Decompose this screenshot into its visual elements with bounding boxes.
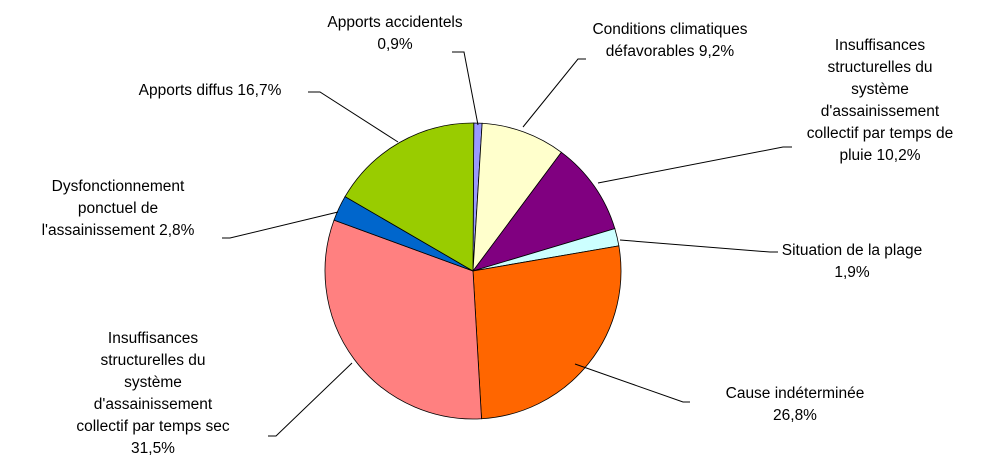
slice-label-line: l'assainissement 2,8%: [42, 222, 195, 239]
slice-label-line: système: [851, 81, 909, 98]
leader-line-8: [308, 91, 399, 143]
slice-label-line: 31,5%: [131, 440, 175, 457]
slice-label-line: structurelles du: [827, 59, 932, 76]
slice-label-5: Cause indéterminée 26,8%: [726, 385, 865, 424]
pie-slice-6: [324, 219, 482, 420]
pie-slice-2: [472, 122, 562, 273]
slice-label-1: Apports accidentels 0,9%: [327, 14, 463, 53]
leader-lines: [222, 51, 792, 437]
slice-label-line: 26,8%: [773, 407, 817, 424]
leader-line-3: [597, 146, 792, 184]
slice-label-8: Apports diffus 16,7%: [139, 82, 282, 99]
slice-label-7: Dysfonctionnement ponctuel de l'assainisse…: [42, 178, 195, 239]
slice-label-3: Insuffisances structurelles du système d'as…: [807, 37, 953, 164]
leader-line-7: [222, 211, 339, 239]
slice-label-line: 0,9%: [377, 36, 413, 53]
pie-slice-5: [472, 245, 622, 420]
slice-label-line: défavorables 9,2%: [606, 43, 735, 60]
slice-label-2: Conditions climatiques défavorables 9,2%: [592, 21, 747, 60]
pie-slice-3: [471, 151, 616, 272]
slice-label-line: Apports diffus 16,7%: [139, 82, 282, 99]
slice-labels: Apports accidentels 0,9% Conditions climat…: [42, 14, 954, 457]
slice-label-line: Apports accidentels: [327, 14, 463, 31]
leader-line-5: [574, 363, 690, 403]
slice-label-line: d'assainissement: [94, 396, 213, 413]
slice-label-4: Situation de la plage 1,9%: [782, 242, 922, 281]
slice-label-6: Insuffisances structurelles du système d'as…: [76, 330, 230, 457]
leader-line-1: [452, 51, 479, 126]
pie-slices: [324, 122, 622, 420]
slice-label-line: ponctuel de: [78, 200, 158, 217]
slice-label-line: Insuffisances: [835, 37, 925, 54]
slice-label-line: 1,9%: [834, 264, 870, 281]
leader-line-2: [522, 58, 586, 128]
slice-label-line: Dysfonctionnement: [52, 178, 185, 195]
slice-label-line: Situation de la plage: [782, 242, 922, 259]
slice-label-line: structurelles du: [100, 352, 205, 369]
slice-label-line: système: [124, 374, 182, 391]
slice-label-line: Cause indéterminée: [726, 385, 865, 402]
pie-slice-8: [344, 122, 475, 272]
slice-label-line: Insuffisances: [108, 330, 198, 347]
leader-line-4: [619, 239, 778, 253]
slice-label-line: Conditions climatiques: [592, 21, 747, 38]
slice-label-line: d'assainissement: [821, 103, 940, 120]
slice-label-line: pluie 10,2%: [839, 147, 920, 164]
slice-label-line: collectif par temps de: [807, 125, 953, 142]
slice-label-line: collectif par temps sec: [76, 418, 230, 435]
leader-line-6: [268, 362, 353, 437]
